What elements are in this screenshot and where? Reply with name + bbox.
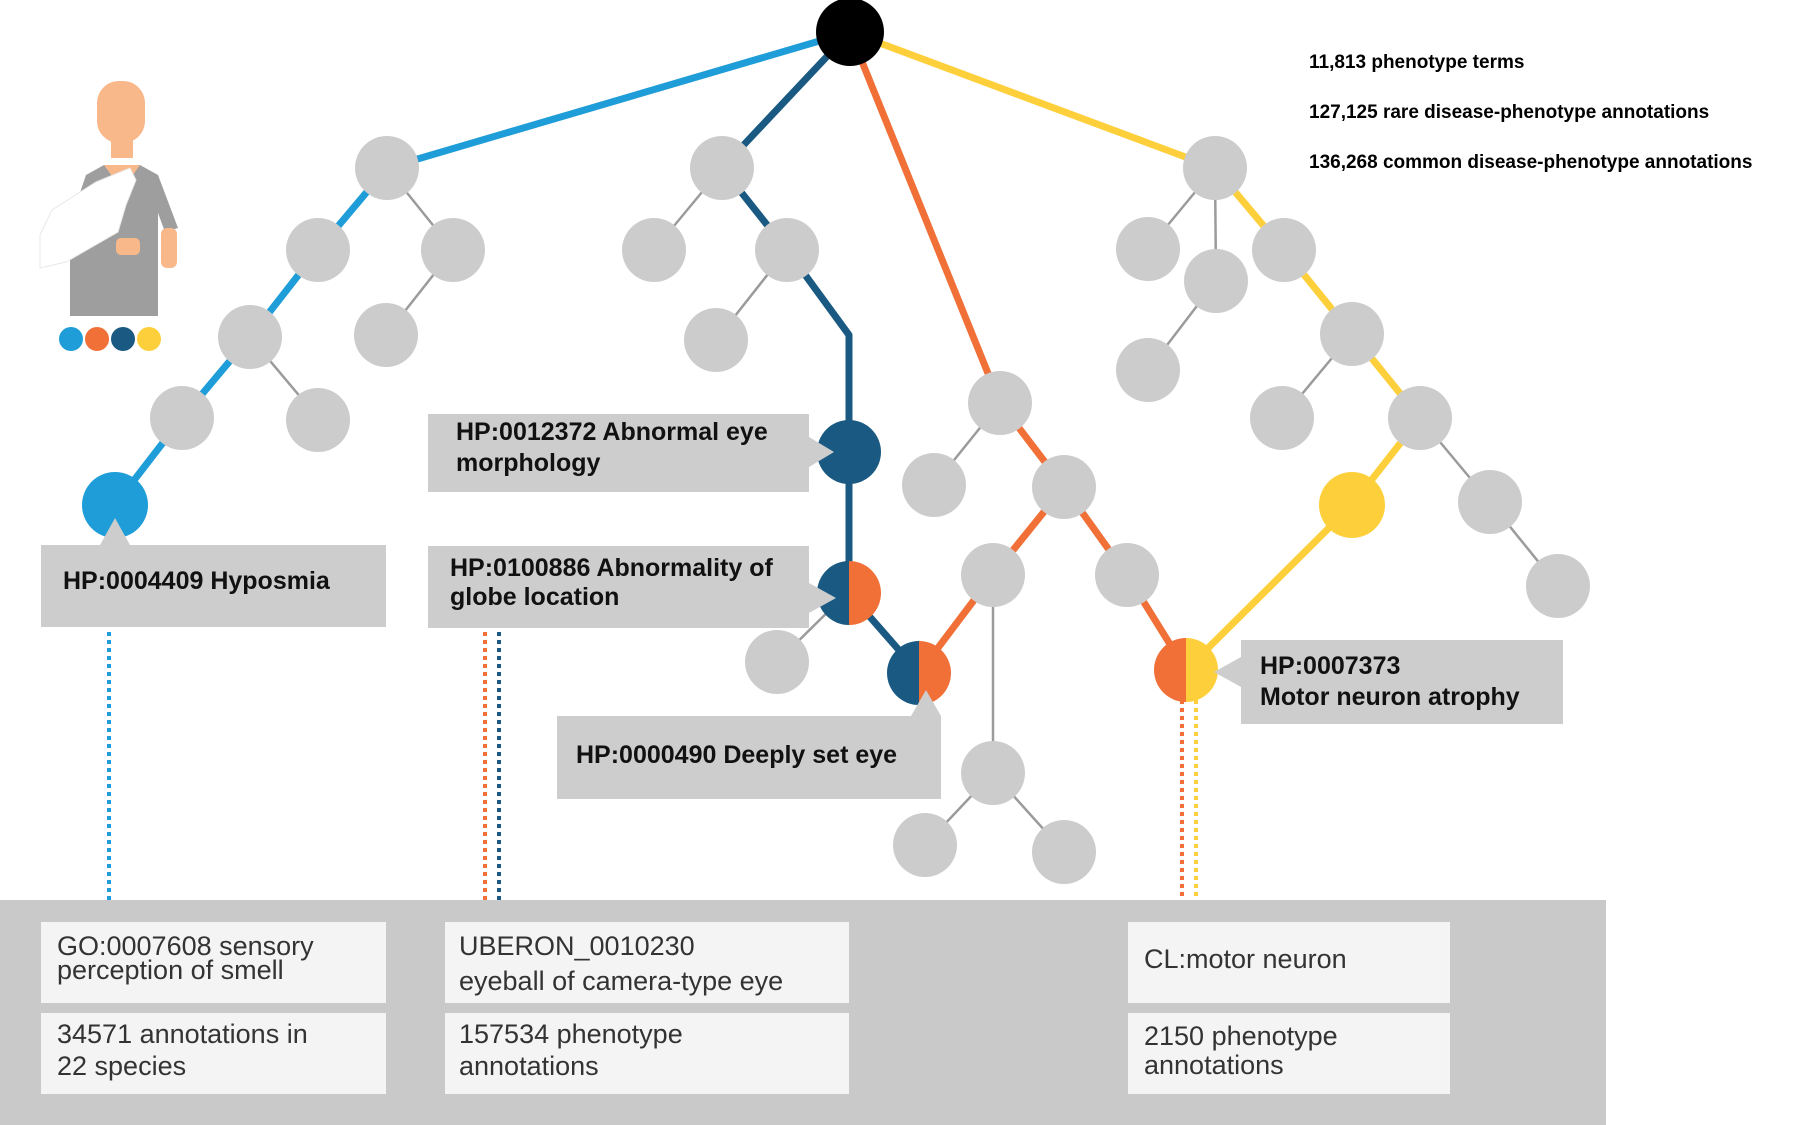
tree-node <box>150 386 214 450</box>
box-uberon-eyeball: UBERON_0010230 eyeball of camera-type ey… <box>445 922 849 1003</box>
box-line: annotations <box>459 1051 599 1082</box>
tree-node <box>421 218 485 282</box>
status-dot-yellow <box>137 327 161 351</box>
dotted-connectors <box>107 632 1198 915</box>
tree-node <box>1458 470 1522 534</box>
tree-node <box>902 453 966 517</box>
tree-node <box>1388 386 1452 450</box>
box-go-annotation-count: 34571 annotations in 22 species <box>41 1013 386 1094</box>
tree-node <box>1095 543 1159 607</box>
box-cl-motor-neuron: CL:motor neuron <box>1128 922 1450 1003</box>
tree-node <box>1032 820 1096 884</box>
label-abnormal-eye-morphology: HP:0012372 Abnormal eye morphology <box>428 414 809 492</box>
label-hyposmia: HP:0004409 Hyposmia <box>41 545 386 627</box>
label-line: HP:0007373 <box>1260 652 1401 680</box>
label-motor-neuron-atrophy: HP:0007373 Motor neuron atrophy <box>1241 640 1563 724</box>
box-line: GO:0007608 sensory <box>57 931 314 961</box>
tree-node <box>286 388 350 452</box>
status-dot-dark-blue <box>111 327 135 351</box>
root-node <box>816 0 884 66</box>
box-line: UBERON_0010230 <box>459 931 695 961</box>
box-line: 34571 annotations in <box>57 1019 308 1049</box>
box-line: annotations <box>1144 1049 1284 1080</box>
box-line: CL:motor neuron <box>1144 944 1347 974</box>
tree-node <box>968 371 1032 435</box>
deeply-set-eye-node <box>887 641 951 705</box>
label-line: HP:0100886 Abnormality of <box>450 554 773 582</box>
tree-node <box>1032 455 1096 519</box>
tree-node <box>286 218 350 282</box>
tree-node <box>1320 302 1384 366</box>
tree-node <box>745 630 809 694</box>
hyposmia-node <box>82 472 148 538</box>
abnormal-eye-morphology-node <box>817 420 881 484</box>
tree-nodes <box>150 136 1590 884</box>
box-line: 157534 phenotype <box>459 1019 683 1049</box>
tree-node <box>961 543 1025 607</box>
label-globe-location: HP:0100886 Abnormality of globe location <box>428 546 809 628</box>
globe-location-node <box>817 561 881 625</box>
tree-node <box>961 741 1025 805</box>
tree-node <box>690 136 754 200</box>
stat-rare-disease-annotations: 127,125 rare disease-phenotype annotatio… <box>1309 102 1710 123</box>
box-line: perception of smell <box>57 955 284 986</box>
tree-node <box>1183 136 1247 200</box>
label-deeply-set-eye: HP:0000490 Deeply set eye <box>557 716 941 799</box>
tree-node <box>354 303 418 367</box>
stat-phenotype-terms: 11,813 phenotype terms <box>1309 52 1525 73</box>
label-line: HP:0012372 Abnormal eye <box>456 418 768 446</box>
label-line: Motor neuron atrophy <box>1260 683 1520 712</box>
tree-node <box>755 218 819 282</box>
tree-node <box>1116 338 1180 402</box>
tree-node <box>1184 249 1248 313</box>
label-hyposmia-text: HP:0004409 Hyposmia <box>63 567 330 595</box>
label-line: globe location <box>450 582 620 611</box>
box-uberon-annotation-count: 157534 phenotype annotations <box>445 1013 849 1094</box>
motor-neuron-atrophy-node <box>1154 638 1218 702</box>
status-dot-blue <box>59 327 83 351</box>
label-pointers <box>100 437 1241 716</box>
tree-node <box>622 218 686 282</box>
motor-neuron-atrophy-parent-node <box>1319 472 1385 538</box>
box-line: 22 species <box>57 1051 187 1082</box>
status-dot-orange <box>85 327 109 351</box>
tree-node <box>1252 218 1316 282</box>
patient-with-arm-sling-icon <box>39 81 178 351</box>
tree-node <box>1116 217 1180 281</box>
tree-node <box>1526 554 1590 618</box>
tree-node <box>1250 386 1314 450</box>
box-line: eyeball of camera-type eye <box>459 966 784 997</box>
box-cl-annotation-count: 2150 phenotype annotations <box>1128 1013 1450 1094</box>
box-go-sensory-smell: GO:0007608 sensory perception of smell <box>41 922 386 1003</box>
box-line: 2150 phenotype <box>1144 1021 1338 1051</box>
tree-node <box>355 136 419 200</box>
label-deeply-set-eye-text: HP:0000490 Deeply set eye <box>576 741 898 769</box>
tree-node <box>684 308 748 372</box>
label-line: morphology <box>456 449 601 478</box>
tree-node <box>218 305 282 369</box>
stat-common-disease-annotations: 136,268 common disease-phenotype annotat… <box>1309 152 1753 173</box>
tree-node <box>893 813 957 877</box>
